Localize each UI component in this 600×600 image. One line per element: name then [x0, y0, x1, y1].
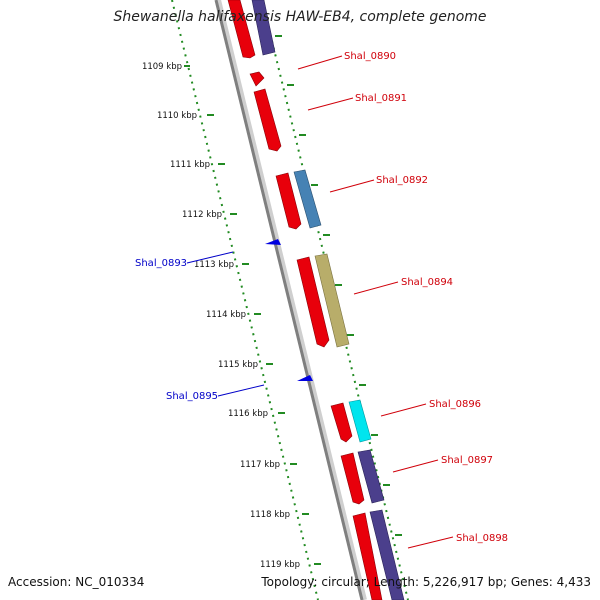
reverse-gene-labels: Shal_0893 Shal_0895: [135, 251, 265, 402]
gene-arrow-shal-0894: [296, 256, 330, 348]
tick-label: 1115 kbp: [218, 360, 258, 370]
gene-arrow-shal-0896: [330, 402, 353, 443]
cog-block-purple-bottom: [369, 509, 405, 600]
cog-block-khaki: [314, 253, 350, 348]
leader-line: [297, 55, 343, 70]
accession-label: Accession: NC_010334: [8, 575, 145, 589]
gene-arrow-shal-0891: [253, 88, 282, 152]
gene-label-shal-0896: Shal_0896: [429, 399, 481, 410]
genome-backbone: [214, 0, 364, 600]
genome-title: Shewanella halifaxensis HAW-EB4, complet…: [113, 9, 487, 25]
tick-label: 1116 kbp: [228, 409, 268, 419]
gene-arrow-small: [249, 71, 265, 87]
gene-arrow-top: [227, 0, 256, 59]
tick-label: 1109 kbp: [142, 62, 182, 72]
tick-label: 1110 kbp: [157, 111, 197, 121]
leader-line: [217, 384, 265, 397]
cog-track: [251, 0, 405, 600]
forward-gene-labels: Shal_0890 Shal_0891 Shal_0892 Shal_0894 …: [297, 51, 508, 549]
forward-gene-track: [227, 0, 383, 600]
tick-label: 1112 kbp: [182, 210, 222, 220]
gene-label-shal-0890: Shal_0890: [344, 51, 396, 62]
gene-label-shal-0891: Shal_0891: [355, 93, 407, 104]
gene-label-shal-0892: Shal_0892: [376, 175, 428, 186]
tick-label: 1114 kbp: [206, 310, 246, 320]
tick-label: 1111 kbp: [170, 160, 210, 170]
leader-line: [329, 179, 375, 193]
cog-block-purple-top: [251, 0, 276, 56]
gene-arrow-shal-0895: [297, 375, 313, 381]
gene-label-shal-0894: Shal_0894: [401, 277, 453, 288]
gene-arrow-shal-0892: [275, 172, 302, 230]
leader-line: [407, 536, 454, 549]
genome-backbone-shadow: [215, 0, 367, 600]
leader-line: [307, 97, 354, 111]
reverse-gene-track: [265, 239, 313, 381]
cog-block-purple-mid: [357, 449, 385, 504]
gene-arrow-shal-0893: [265, 239, 281, 245]
leader-line: [392, 459, 439, 473]
cog-block-cyan: [348, 399, 372, 443]
leader-line: [380, 403, 427, 417]
gene-arrow-shal-0897: [340, 452, 365, 505]
gene-label-shal-0895: Shal_0895: [166, 391, 218, 402]
tick-label: 1118 kbp: [250, 510, 290, 520]
gene-arrow-shal-0898: [352, 512, 383, 600]
tick-label: 1117 kbp: [240, 460, 280, 470]
inner-dotted-guide: [171, 0, 319, 600]
topology-label: Topology: circular; Length: 5,226,917 bp…: [261, 575, 591, 589]
leader-line: [186, 251, 234, 264]
scale-tick-marks: [184, 35, 402, 565]
tick-label: 1119 kbp: [260, 560, 300, 570]
gene-label-shal-0898: Shal_0898: [456, 533, 508, 544]
cog-block-steelblue: [293, 169, 322, 229]
gene-label-shal-0897: Shal_0897: [441, 455, 493, 466]
leader-line: [353, 281, 399, 295]
backbone-group: [171, 0, 409, 600]
scale-tick-labels: 1109 kbp 1110 kbp 1111 kbp 1112 kbp 1113…: [142, 62, 300, 570]
tick-label: 1113 kbp: [194, 260, 234, 270]
gene-label-shal-0893: Shal_0893: [135, 258, 187, 269]
